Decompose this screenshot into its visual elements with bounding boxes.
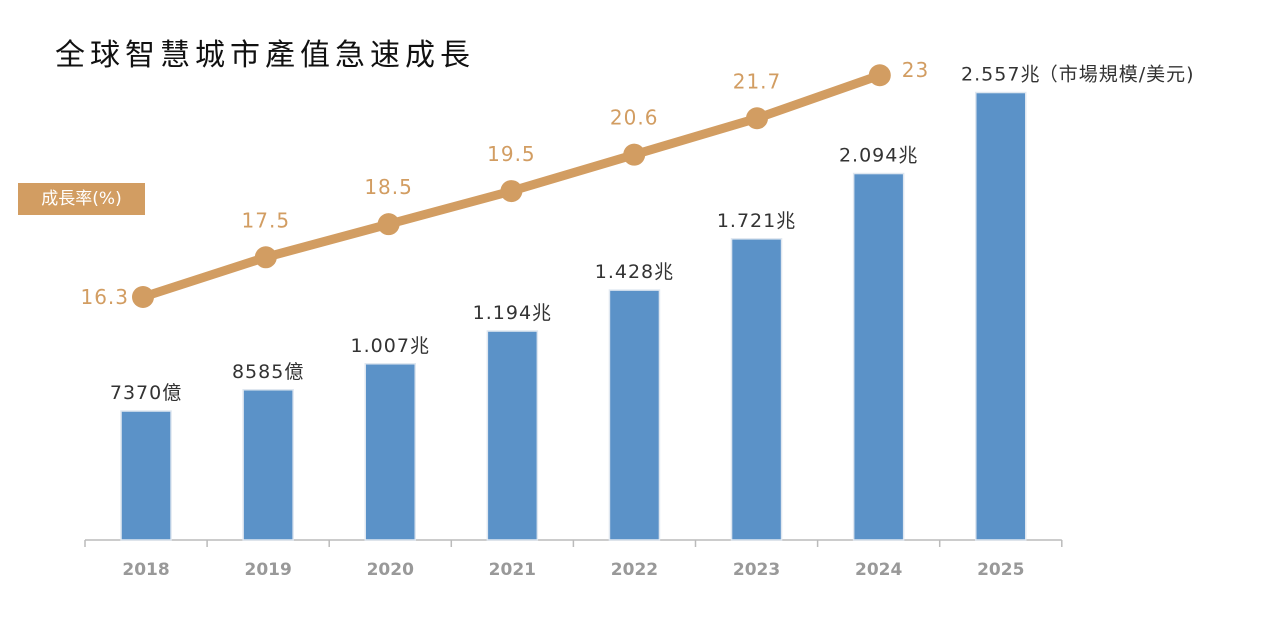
x-tick-label-2025: 2025 (977, 560, 1024, 580)
legend-growth-rate: 成長率(%) (18, 183, 145, 215)
line-point-2018 (132, 286, 154, 308)
line-label-2024: 23 (902, 58, 929, 82)
x-tick-label-2019: 2019 (244, 560, 291, 580)
line-label-2022: 20.6 (610, 106, 659, 130)
bar-2019 (242, 389, 294, 541)
line-point-2019 (254, 246, 277, 269)
bar-label-2019: 8585億 (232, 361, 304, 383)
x-tick-label-2020: 2020 (367, 560, 414, 580)
bar-label-2024: 2.094兆 (839, 145, 918, 167)
line-label-2018: 16.3 (80, 285, 129, 309)
bar-2018 (120, 410, 172, 541)
bar-label-2025: 2.557兆 (961, 64, 1040, 86)
x-tick-label-2023: 2023 (733, 560, 780, 580)
x-tick-label-2024: 2024 (855, 560, 902, 580)
line-label-2023: 21.7 (733, 69, 782, 93)
line-point-2024 (868, 64, 891, 87)
x-tick-label-2021: 2021 (489, 560, 536, 580)
bar-2025 (975, 91, 1027, 541)
line-label-2021: 19.5 (487, 142, 536, 166)
x-tick-label-2022: 2022 (611, 560, 658, 580)
x-tick-label-2018: 2018 (122, 560, 169, 580)
line-point-2021 (500, 180, 523, 203)
bar-2024 (852, 172, 905, 541)
bar-label-2022: 1.428兆 (595, 261, 674, 283)
bar-label-2021: 1.194兆 (473, 302, 552, 324)
bar-label-2020: 1.007兆 (351, 335, 430, 357)
line-point-2020 (377, 213, 400, 236)
line-label-2020: 18.5 (364, 175, 413, 199)
bar-unit-note: （市場規模/美元) (1039, 64, 1195, 86)
bar-label-2018: 7370億 (110, 382, 182, 404)
bar-2022 (608, 289, 661, 541)
line-point-2023 (746, 107, 768, 130)
bar-2021 (486, 330, 539, 541)
chart-title: 全球智慧城市產值急速成長 (55, 38, 475, 73)
bar-2020 (364, 363, 416, 541)
bar-label-2023: 1.721兆 (717, 210, 796, 232)
bar-2023 (730, 238, 783, 541)
line-label-2019: 17.5 (242, 208, 291, 232)
line-point-2022 (623, 143, 646, 166)
